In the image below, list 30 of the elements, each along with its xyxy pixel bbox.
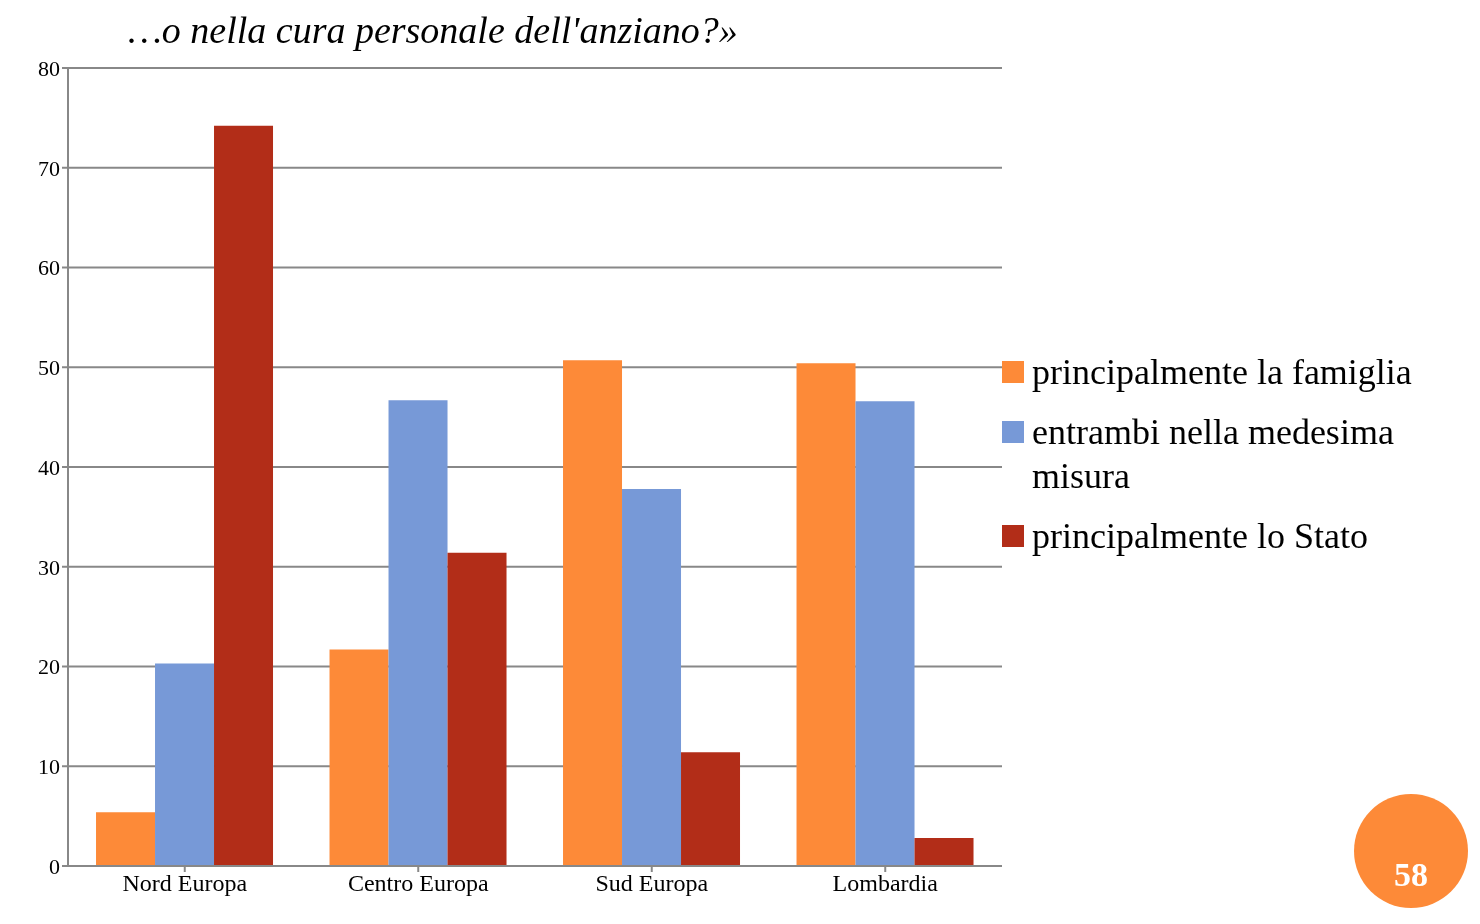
bar [388, 400, 448, 866]
bar [914, 838, 974, 866]
bar [622, 488, 682, 866]
bar [447, 552, 507, 866]
bar [855, 401, 915, 866]
bar [155, 663, 215, 866]
bar [796, 363, 856, 866]
chart-title: …o nella cura personale dell'anziano?» [128, 8, 738, 52]
bar [329, 649, 389, 866]
x-tick-label: Lombardia [832, 870, 939, 897]
y-tick-label: 50 [38, 355, 60, 381]
bar [214, 125, 274, 866]
x-tick-label: Nord Europa [122, 870, 248, 897]
y-tick-label: 60 [38, 255, 60, 281]
legend-label: principalmente lo Stato [1032, 515, 1368, 558]
y-tick-label: 30 [38, 554, 60, 580]
bar [681, 752, 741, 866]
y-tick-label: 70 [38, 155, 60, 181]
y-tick-label: 10 [38, 754, 60, 780]
x-tick-label: Centro Europa [347, 870, 489, 897]
legend-label: entrambi nella medesima misura [1032, 411, 1395, 498]
y-tick-label: 0 [49, 853, 60, 879]
y-tick-label: 20 [38, 654, 60, 680]
bar [563, 360, 623, 866]
x-tick-label: Sud Europa [595, 870, 709, 897]
y-tick-label: 40 [38, 454, 60, 480]
y-tick-label: 80 [38, 55, 60, 81]
legend-label: principalmente la famiglia [1032, 351, 1412, 394]
text: 58 [1394, 856, 1428, 894]
bar [96, 812, 156, 866]
